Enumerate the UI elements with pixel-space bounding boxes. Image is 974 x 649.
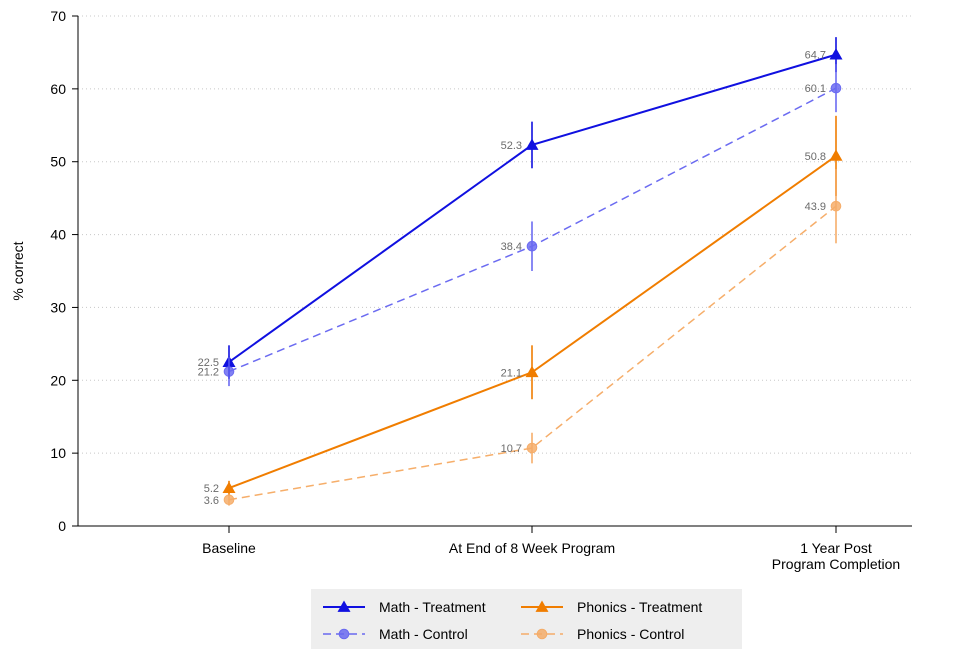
x-tick-label-1: At End of 8 Week Program <box>449 540 615 556</box>
data-point-2-0 <box>222 481 236 493</box>
y-tick-label-30: 30 <box>50 299 66 315</box>
x-tick-label-2: 1 Year Post Program Completion <box>772 540 900 572</box>
data-point-0-2 <box>829 48 843 60</box>
data-point-1-2 <box>830 82 842 94</box>
data-label-1-0: 21.2 <box>198 367 219 379</box>
data-label-0-0: 22.5 <box>198 357 219 369</box>
data-label-0-1: 52.3 <box>501 140 522 152</box>
legend-item-0 <box>323 600 365 612</box>
legend-marker-0 <box>337 600 351 612</box>
y-tick-label-60: 60 <box>50 81 66 97</box>
legend-item-1 <box>323 628 365 640</box>
data-point-1-1 <box>526 240 538 252</box>
data-label-2-1: 21.1 <box>501 367 522 379</box>
data-point-2-2 <box>829 149 843 161</box>
legend-marker-1 <box>338 628 350 640</box>
y-tick-label-70: 70 <box>50 8 66 24</box>
legend-marker-3 <box>536 628 548 640</box>
legend-box <box>311 589 742 649</box>
x-tick-label-0: Baseline <box>202 540 256 556</box>
y-tick-label-0: 0 <box>58 518 66 534</box>
data-point-3-1 <box>526 442 538 454</box>
data-labels: 22.5 52.3 64.7 21.2 38.4 60.1 5.2 21.1 50.8 3.6 10… <box>198 50 826 507</box>
y-tick-label-40: 40 <box>50 227 66 243</box>
legend-label-1: Math - Control <box>379 626 468 642</box>
series-2 <box>222 115 843 496</box>
y-tick-label-50: 50 <box>50 154 66 170</box>
series-line-0 <box>228 53 837 363</box>
data-label-1-1: 38.4 <box>501 241 522 253</box>
data-point-3-0 <box>223 494 235 506</box>
y-tick-label-20: 20 <box>50 372 66 388</box>
data-point-2-1 <box>525 365 539 378</box>
series-3 <box>223 169 842 506</box>
data-point-0-1 <box>525 138 539 150</box>
series-0 <box>222 37 843 379</box>
axes: 0 10 20 30 40 50 60 70 % correct Baseline At End o… <box>10 8 912 572</box>
legend-label-3: Phonics - Control <box>577 626 684 642</box>
data-label-3-0: 3.6 <box>204 495 219 507</box>
series-layer <box>222 37 843 506</box>
data-label-2-2: 50.8 <box>805 151 826 163</box>
legend-marker-2 <box>535 600 549 612</box>
data-label-0-2: 64.7 <box>805 50 826 62</box>
series-1 <box>223 64 842 387</box>
data-point-3-2 <box>830 200 842 212</box>
y-tick-label-10: 10 <box>50 445 66 461</box>
legend-item-3 <box>521 628 563 640</box>
series-line-3 <box>228 205 837 501</box>
y-axis-title: % correct <box>10 241 26 300</box>
data-label-2-0: 5.2 <box>204 483 219 495</box>
legend: Math - Treatment Phonics - Treatment Math … <box>311 589 742 649</box>
legend-item-2 <box>521 600 563 612</box>
legend-label-2: Phonics - Treatment <box>577 599 702 615</box>
data-label-3-1: 10.7 <box>501 443 522 455</box>
legend-label-0: Math - Treatment <box>379 599 486 615</box>
data-label-3-2: 43.9 <box>805 201 826 213</box>
data-label-1-2: 60.1 <box>805 83 826 95</box>
data-point-1-0 <box>223 366 235 377</box>
gridlines <box>78 15 912 454</box>
